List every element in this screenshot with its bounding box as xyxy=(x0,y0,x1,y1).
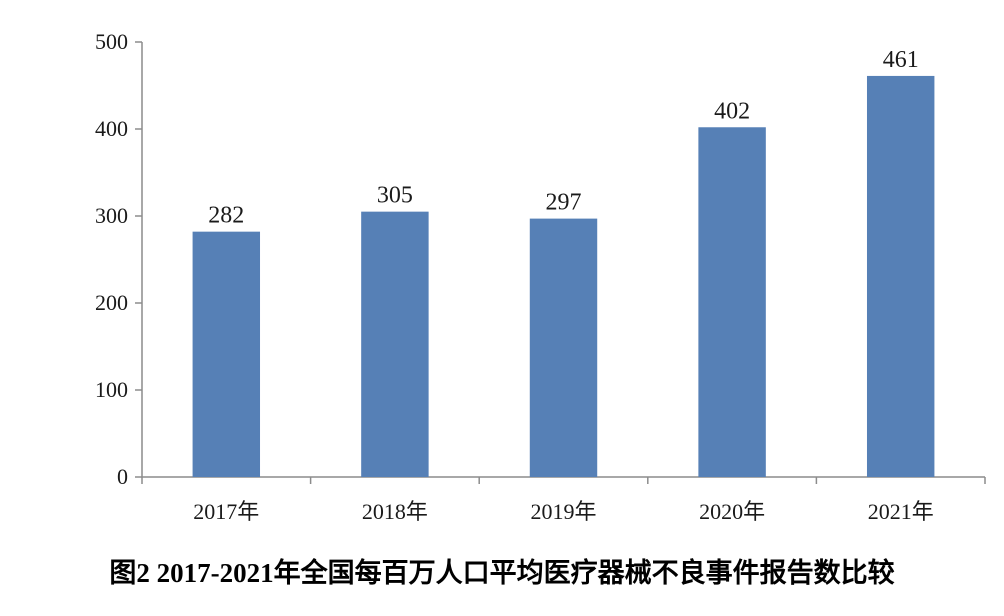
y-tick-label: 0 xyxy=(117,464,128,489)
category-label-1: 2018年 xyxy=(362,499,428,524)
data-label-0: 282 xyxy=(208,203,244,229)
bar-2 xyxy=(529,218,598,478)
category-label-3: 2020年 xyxy=(699,499,765,524)
category-label-0: 2017年 xyxy=(193,499,259,524)
y-tick-label: 400 xyxy=(95,116,128,141)
data-label-1: 305 xyxy=(377,183,413,209)
y-tick-label: 300 xyxy=(95,203,128,228)
data-label-2: 297 xyxy=(546,190,582,216)
y-tick-label: 500 xyxy=(95,29,128,54)
y-tick-label: 100 xyxy=(95,377,128,402)
bar-chart: 0 100 200 300 400 500 282 2017年 305 2018年 297 2019年… xyxy=(95,29,986,524)
data-label-4: 461 xyxy=(883,47,919,73)
bar-1 xyxy=(361,211,429,477)
bar-3 xyxy=(698,127,766,477)
category-label-4: 2021年 xyxy=(868,499,934,524)
y-tick-label: 200 xyxy=(95,290,128,315)
bar-0 xyxy=(192,231,261,477)
chart: 0 100 200 300 400 500 282 2017年 305 2018年 297 2019年… xyxy=(95,29,986,524)
data-label-3: 402 xyxy=(714,98,750,124)
bar-4 xyxy=(866,75,935,478)
category-label-2: 2019年 xyxy=(530,499,596,524)
chart-title: 图2 2017-2021年全国每百万人口平均医疗器械不良事件报告数比较 xyxy=(109,558,895,588)
